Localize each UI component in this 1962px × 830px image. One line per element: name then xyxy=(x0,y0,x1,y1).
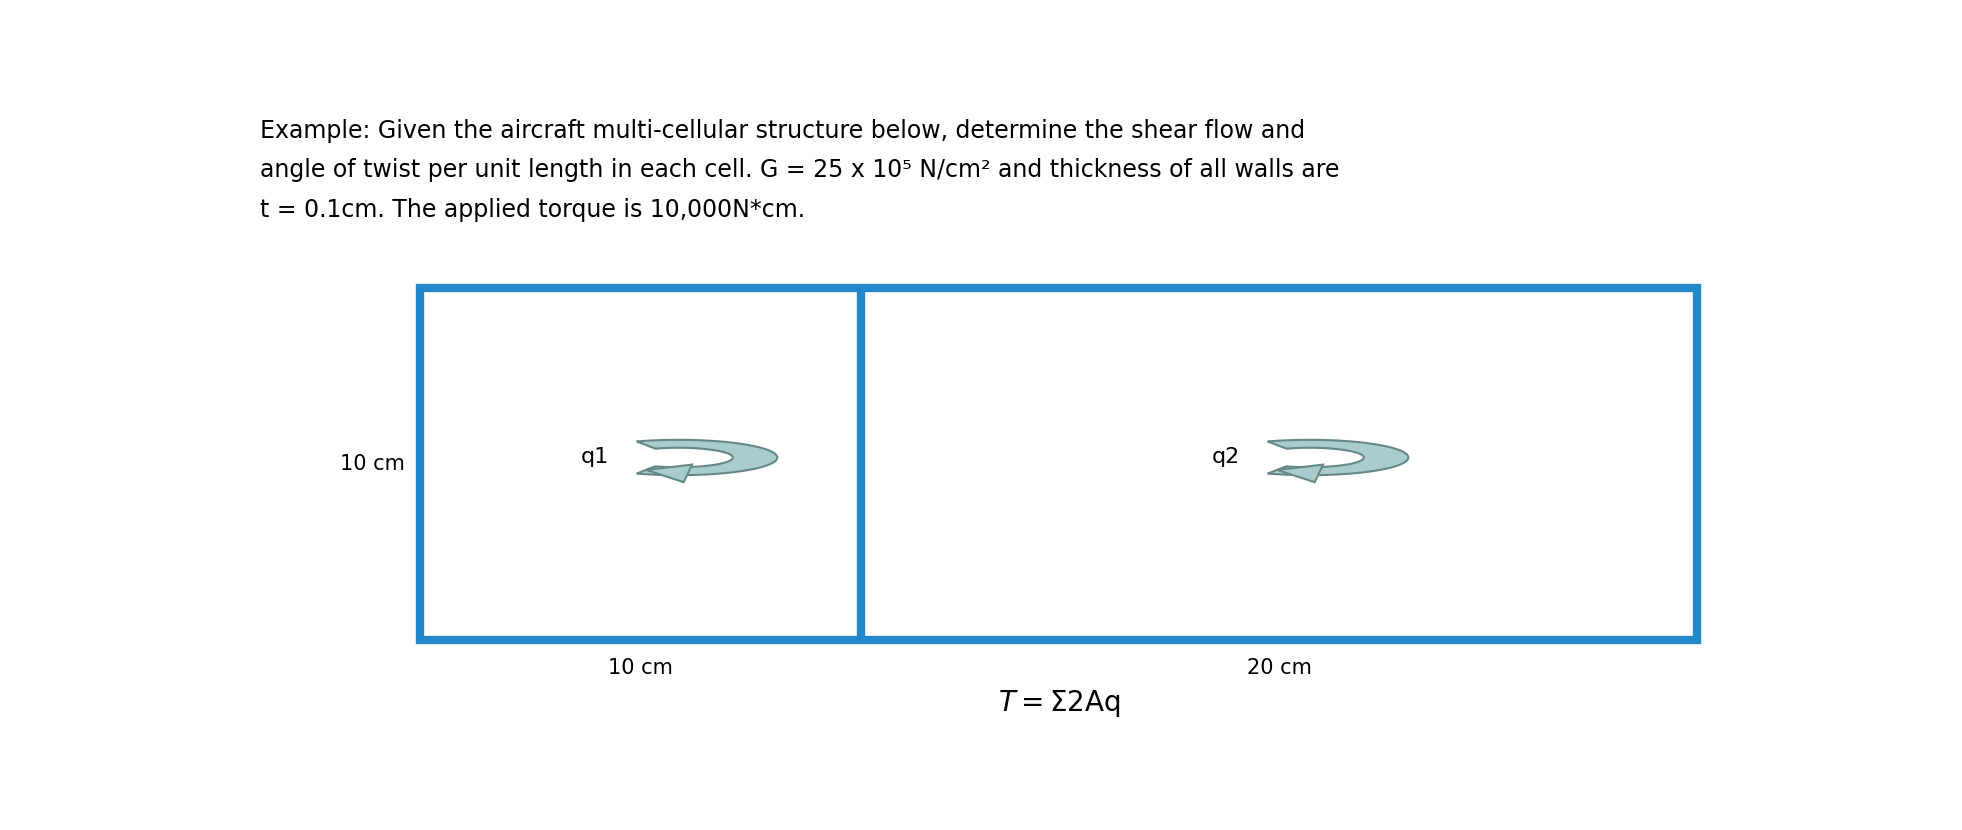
Text: 10 cm: 10 cm xyxy=(339,454,404,474)
Text: $\mathit{T} = \Sigma \mathrm{2Aq}$: $\mathit{T} = \Sigma \mathrm{2Aq}$ xyxy=(997,688,1120,719)
Text: q2: q2 xyxy=(1213,447,1240,467)
Polygon shape xyxy=(1277,465,1322,482)
Text: 10 cm: 10 cm xyxy=(608,658,673,678)
Text: Example: Given the aircraft multi-cellular structure below, determine the shear : Example: Given the aircraft multi-cellul… xyxy=(261,119,1305,143)
Polygon shape xyxy=(645,465,693,482)
Polygon shape xyxy=(1267,440,1409,476)
Text: 20 cm: 20 cm xyxy=(1246,658,1311,678)
Text: q1: q1 xyxy=(581,447,610,467)
Polygon shape xyxy=(638,440,777,476)
Text: angle of twist per unit length in each cell. G = 25 x 10⁵ N/cm² and thickness of: angle of twist per unit length in each c… xyxy=(261,159,1340,183)
Bar xyxy=(420,288,1697,640)
Text: t = 0.1cm. The applied torque is 10,000N*cm.: t = 0.1cm. The applied torque is 10,000N… xyxy=(261,198,806,222)
